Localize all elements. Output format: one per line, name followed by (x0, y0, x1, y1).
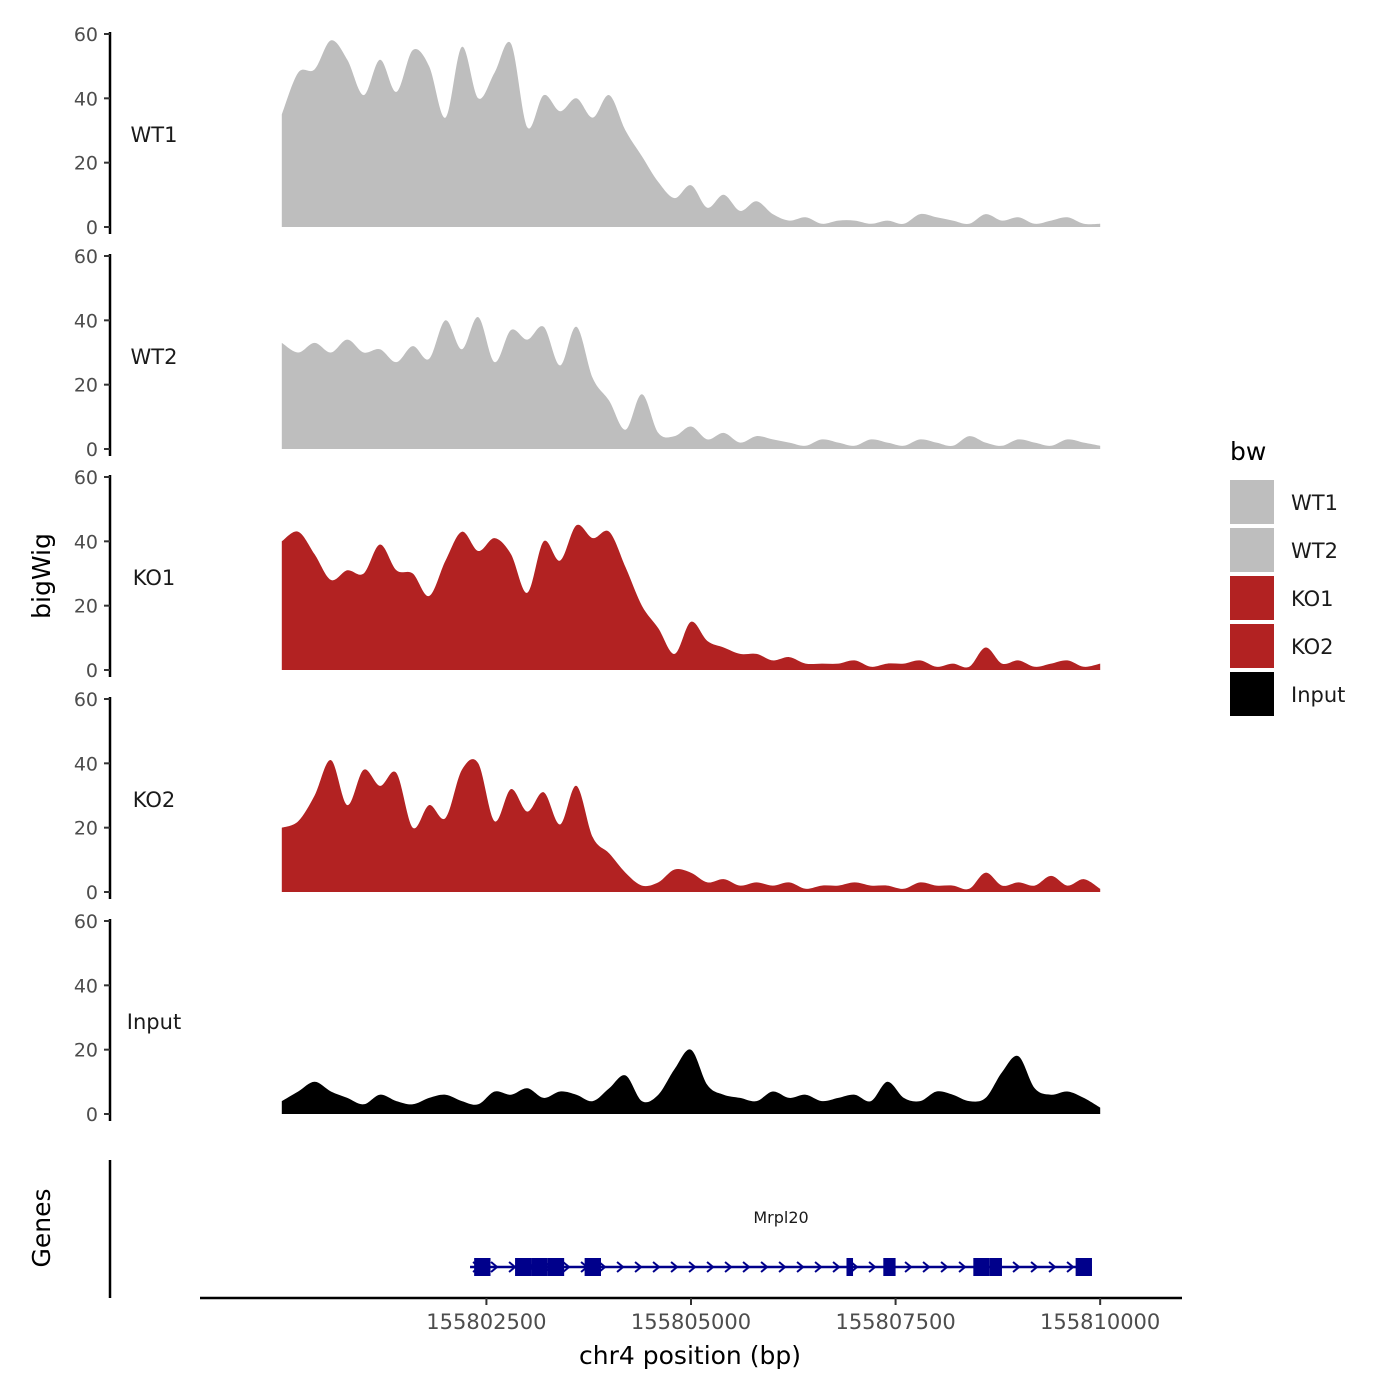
gene-exon (584, 1258, 601, 1276)
gene-exon (989, 1258, 1002, 1276)
gene-exon (883, 1258, 896, 1276)
y-tick-label: 40 (74, 531, 98, 553)
y-axis-title: bigWig (27, 533, 56, 619)
y-tick-label: 40 (74, 975, 98, 997)
legend-key-ko2 (1230, 624, 1274, 668)
strand-arrow (688, 1261, 697, 1273)
y-tick-label: 60 (74, 24, 98, 46)
x-tick-label: 155810000 (1040, 1310, 1160, 1334)
gene-track: Mrpl20 (108, 1160, 1092, 1298)
y-tick-label: 0 (86, 660, 98, 682)
strand-arrow (922, 1261, 931, 1273)
x-tick-label: 155805000 (631, 1310, 751, 1334)
legend-key-input (1230, 672, 1274, 716)
strand-arrow (652, 1261, 661, 1273)
y-tick-label: 40 (74, 88, 98, 110)
gene-track-title: Genes (27, 1188, 56, 1267)
y-tick-label: 0 (86, 439, 98, 461)
track-ko1: 0 20 40 60 KO1 (74, 467, 1101, 682)
gene-exon (1075, 1258, 1092, 1276)
strand-arrow (760, 1261, 769, 1273)
signal-area-wt2 (281, 317, 1101, 449)
strand-arrow (670, 1261, 679, 1273)
strand-arrow (634, 1261, 643, 1273)
strand-arrow (778, 1261, 787, 1273)
y-tick-label: 20 (74, 153, 98, 175)
track-label: WT1 (131, 123, 178, 147)
track-wt1: 0 20 40 60 WT1 (74, 24, 1101, 239)
legend: bw WT1 WT2 KO1 KO2 Input (1230, 437, 1345, 716)
x-axis-title: chr4 position (bp) (579, 1341, 801, 1370)
y-tick-label: 60 (74, 246, 98, 268)
strand-arrow (1048, 1261, 1057, 1273)
strand-arrow (616, 1261, 625, 1273)
signal-area-ko1 (281, 524, 1101, 670)
strand-arrow (832, 1261, 841, 1273)
strand-arrow (958, 1261, 967, 1273)
gene-exon (547, 1258, 565, 1276)
y-tick-label: 20 (74, 596, 98, 618)
strand-arrow (724, 1261, 733, 1273)
legend-label-input: Input (1291, 683, 1345, 707)
strand-arrow (904, 1261, 913, 1273)
x-tick-label: 155802500 (426, 1310, 546, 1334)
legend-key-wt2 (1230, 528, 1274, 572)
track-ko2: 0 20 40 60 KO2 (74, 689, 1101, 904)
strand-arrow (1030, 1261, 1039, 1273)
track-label: KO1 (133, 566, 176, 590)
y-tick-label: 0 (86, 882, 98, 904)
y-tick-label: 20 (74, 1040, 98, 1062)
signal-area-wt1 (281, 40, 1101, 227)
track-label: WT2 (131, 345, 178, 369)
strand-arrow (1066, 1261, 1075, 1273)
strand-arrow (490, 1261, 499, 1273)
strand-arrow (742, 1261, 751, 1273)
track-label: Input (127, 1010, 181, 1034)
legend-title: bw (1230, 437, 1266, 466)
y-tick-label: 20 (74, 375, 98, 397)
y-tick-label: 0 (86, 1104, 98, 1126)
gene-exon (846, 1258, 854, 1276)
strand-arrow (1012, 1261, 1021, 1273)
gene-exon (515, 1258, 532, 1276)
signal-area-input (281, 1049, 1101, 1114)
legend-label-ko2: KO2 (1291, 635, 1334, 659)
x-axis: 155802500 155805000 155807500 155810000 (200, 1296, 1182, 1334)
legend-label-wt2: WT2 (1291, 539, 1338, 563)
y-tick-label: 40 (74, 310, 98, 332)
track-label: KO2 (133, 788, 176, 812)
strand-arrow (706, 1261, 715, 1273)
track-input: 0 20 40 60 Input (74, 911, 1101, 1126)
gene-exon (973, 1258, 990, 1276)
strand-arrow (796, 1261, 805, 1273)
tracks-layer: 0 20 40 60 WT1 0 20 40 60 WT2 0 20 40 60 KO1 0 20 40 60 KO2… (74, 24, 1101, 1126)
strand-arrow (562, 1261, 571, 1273)
y-tick-label: 40 (74, 753, 98, 775)
strand-arrow (940, 1261, 949, 1273)
strand-arrow (598, 1261, 607, 1273)
strand-arrow (814, 1261, 823, 1273)
y-tick-label: 60 (74, 911, 98, 933)
legend-label-ko1: KO1 (1291, 587, 1334, 611)
legend-label-wt1: WT1 (1291, 491, 1338, 515)
x-tick-label: 155807500 (835, 1310, 955, 1334)
track-wt2: 0 20 40 60 WT2 (74, 246, 1101, 461)
y-tick-label: 0 (86, 217, 98, 239)
gene-name-label: Mrpl20 (753, 1208, 808, 1227)
gene-exon (474, 1258, 491, 1276)
y-tick-label: 20 (74, 818, 98, 840)
signal-area-ko2 (281, 759, 1101, 892)
y-tick-label: 60 (74, 689, 98, 711)
y-tick-label: 60 (74, 467, 98, 489)
gene-exon (531, 1258, 548, 1276)
strand-arrow (868, 1261, 877, 1273)
legend-key-ko1 (1230, 576, 1274, 620)
legend-key-wt1 (1230, 480, 1274, 524)
strand-arrow (850, 1261, 859, 1273)
strand-arrow (508, 1261, 517, 1273)
